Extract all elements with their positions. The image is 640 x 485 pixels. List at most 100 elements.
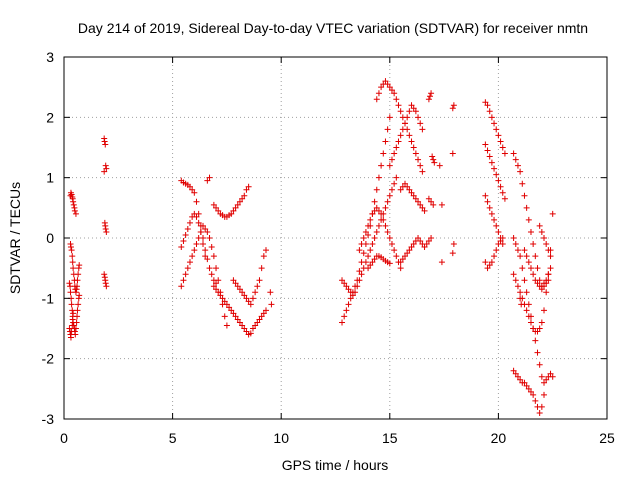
data-point bbox=[521, 192, 528, 199]
data-point bbox=[402, 180, 409, 187]
data-point bbox=[425, 195, 432, 202]
data-point bbox=[450, 241, 457, 248]
data-series-s23 bbox=[482, 99, 508, 157]
data-point bbox=[367, 262, 374, 269]
data-point bbox=[360, 250, 367, 257]
data-point bbox=[213, 204, 220, 211]
data-point bbox=[538, 373, 545, 380]
data-point bbox=[204, 177, 211, 184]
data-point bbox=[514, 247, 521, 254]
data-point bbox=[232, 313, 239, 320]
data-point bbox=[525, 259, 532, 266]
data-point bbox=[386, 192, 393, 199]
data-point bbox=[541, 307, 548, 314]
data-point bbox=[493, 247, 500, 254]
data-point bbox=[243, 295, 250, 302]
data-point bbox=[499, 144, 506, 151]
data-point bbox=[549, 210, 556, 217]
data-point bbox=[488, 259, 495, 266]
data-point bbox=[347, 295, 354, 302]
data-point bbox=[223, 301, 230, 308]
data-point bbox=[415, 235, 422, 241]
data-point bbox=[202, 253, 209, 260]
data-series-s12 bbox=[249, 307, 269, 332]
data-point bbox=[367, 247, 374, 254]
data-point bbox=[186, 259, 193, 266]
data-point bbox=[491, 165, 498, 172]
data-point bbox=[103, 228, 110, 235]
data-point bbox=[247, 301, 254, 308]
data-point bbox=[378, 162, 385, 169]
data-point bbox=[482, 141, 489, 148]
data-point bbox=[70, 201, 77, 208]
data-point bbox=[215, 277, 222, 284]
y-tick-label: 3 bbox=[46, 49, 54, 65]
data-point bbox=[510, 367, 517, 374]
data-point bbox=[514, 373, 521, 380]
data-point bbox=[491, 120, 498, 127]
data-point bbox=[102, 280, 109, 287]
data-point bbox=[406, 108, 413, 115]
data-point bbox=[536, 325, 543, 332]
data-point bbox=[339, 277, 346, 284]
data-point bbox=[382, 78, 389, 85]
data-point bbox=[380, 216, 387, 223]
data-point bbox=[391, 247, 398, 254]
data-series-s7 bbox=[178, 222, 230, 329]
data-point bbox=[495, 241, 502, 248]
data-point bbox=[426, 93, 433, 100]
data-point bbox=[102, 162, 109, 169]
data-point bbox=[534, 349, 541, 356]
data-series-s19 bbox=[365, 253, 393, 272]
data-point bbox=[397, 132, 404, 139]
data-point bbox=[241, 192, 248, 199]
data-point bbox=[429, 153, 436, 160]
data-point bbox=[254, 283, 261, 290]
data-point bbox=[204, 256, 211, 263]
x-tick-label: 25 bbox=[599, 430, 615, 446]
data-point bbox=[67, 334, 74, 341]
data-point bbox=[343, 307, 350, 314]
data-point bbox=[258, 265, 265, 272]
data-series-s8 bbox=[178, 210, 209, 260]
data-point bbox=[417, 238, 424, 245]
data-point bbox=[547, 370, 554, 377]
data-point bbox=[428, 198, 435, 205]
data-point bbox=[70, 265, 77, 272]
data-point bbox=[349, 292, 356, 299]
data-point bbox=[486, 204, 493, 211]
data-series-s1 bbox=[67, 189, 79, 217]
data-point bbox=[101, 271, 108, 278]
data-point bbox=[66, 280, 73, 287]
data-point bbox=[73, 319, 80, 326]
data-point bbox=[408, 138, 415, 145]
data-point bbox=[256, 316, 263, 323]
data-point bbox=[232, 280, 239, 287]
data-point bbox=[410, 105, 417, 112]
data-point bbox=[534, 265, 541, 272]
data-point bbox=[482, 99, 489, 106]
data-point bbox=[180, 238, 187, 245]
data-point bbox=[510, 150, 517, 157]
data-point bbox=[373, 186, 380, 193]
data-point bbox=[375, 222, 382, 229]
data-point bbox=[517, 376, 524, 383]
data-point bbox=[345, 301, 352, 308]
data-point bbox=[388, 186, 395, 193]
data-point bbox=[189, 253, 196, 260]
data-point bbox=[438, 259, 445, 266]
data-series-s30 bbox=[510, 367, 548, 416]
data-point bbox=[410, 241, 417, 248]
data-point bbox=[532, 277, 539, 284]
data-point bbox=[72, 325, 79, 332]
data-point bbox=[421, 244, 428, 251]
data-point bbox=[72, 210, 79, 217]
data-point bbox=[226, 304, 233, 311]
data-point bbox=[186, 219, 193, 226]
data-point bbox=[406, 132, 413, 139]
grid-lines bbox=[64, 57, 607, 419]
data-point bbox=[191, 210, 198, 217]
data-point bbox=[486, 108, 493, 115]
data-point bbox=[438, 201, 445, 208]
